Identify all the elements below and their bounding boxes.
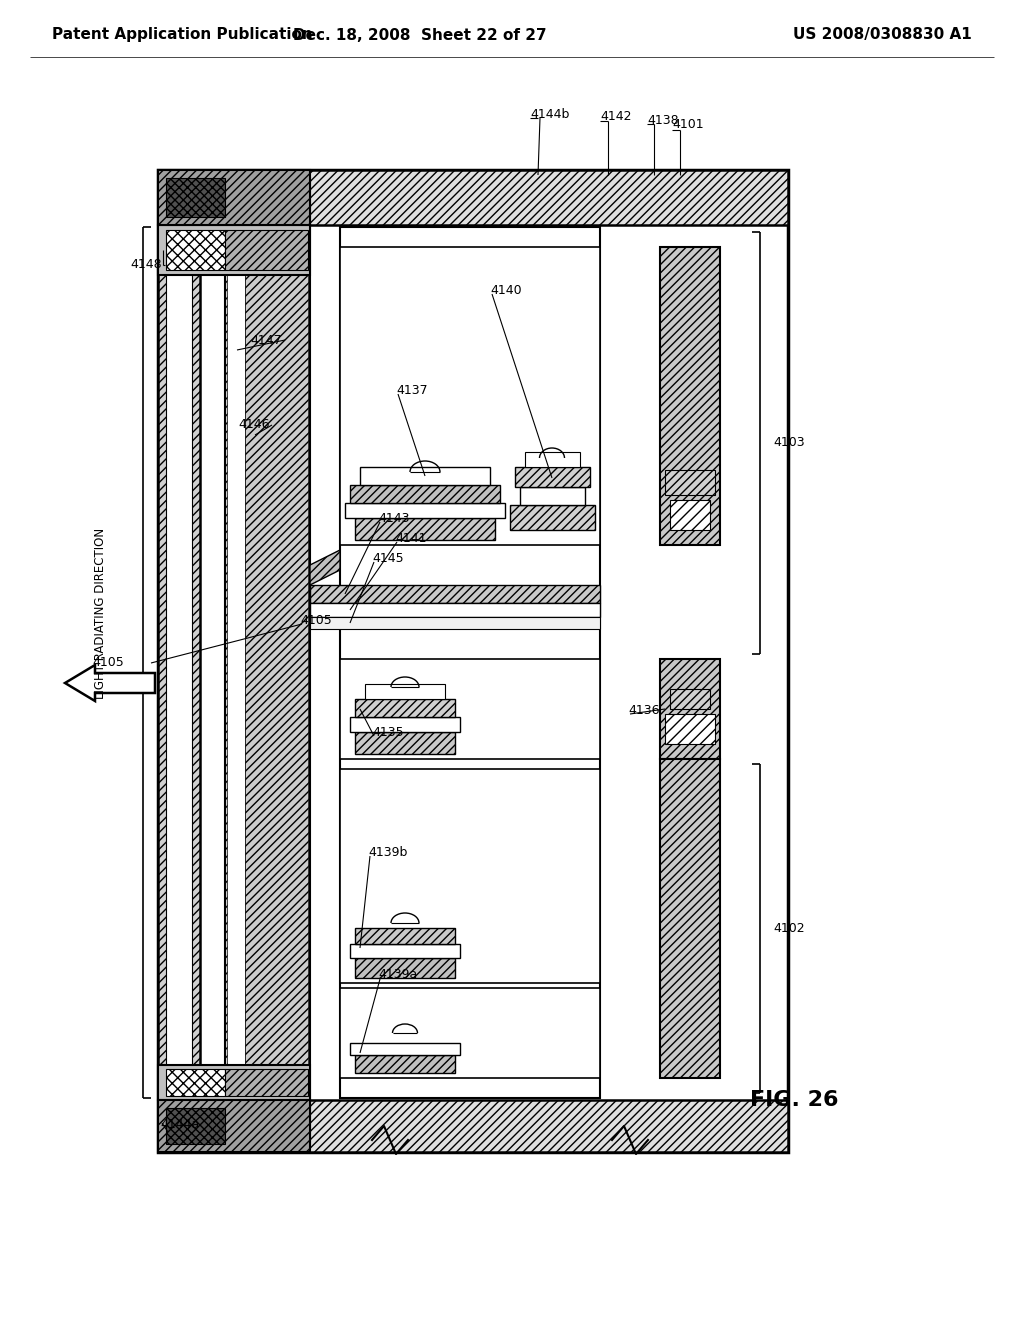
Text: 4138: 4138 [647, 114, 679, 127]
Text: 4139b: 4139b [368, 846, 408, 858]
Bar [166, 230, 225, 271]
Bar [225, 230, 308, 271]
Bar [158, 1100, 310, 1152]
Bar [166, 1069, 225, 1096]
Text: US 2008/0308830 A1: US 2008/0308830 A1 [794, 28, 972, 42]
Text: 4147: 4147 [251, 334, 282, 346]
Bar [355, 958, 455, 978]
Text: 4148: 4148 [130, 259, 162, 272]
Text: Dec. 18, 2008  Sheet 22 of 27: Dec. 18, 2008 Sheet 22 of 27 [293, 28, 547, 42]
Bar [525, 451, 580, 467]
Text: 4144b: 4144b [530, 107, 569, 120]
Bar [660, 759, 720, 1078]
Text: 4140: 4140 [490, 284, 521, 297]
Bar [360, 467, 490, 484]
Text: 4136: 4136 [628, 704, 659, 717]
Bar [245, 180, 308, 1142]
Bar [350, 484, 500, 503]
Bar [515, 467, 590, 487]
Bar [670, 500, 710, 531]
Bar [665, 470, 715, 495]
Bar [340, 770, 600, 983]
Bar [340, 987, 600, 1078]
Text: 4142: 4142 [600, 111, 632, 124]
Polygon shape [310, 550, 340, 585]
Bar [255, 1100, 788, 1152]
Bar [166, 1107, 225, 1144]
Bar [340, 659, 600, 759]
Text: 4139a: 4139a [378, 969, 417, 982]
Text: 4101: 4101 [672, 119, 703, 132]
Bar [166, 178, 225, 216]
Bar [227, 180, 245, 1142]
FancyArrow shape [65, 665, 155, 701]
Text: 4102: 4102 [773, 923, 805, 936]
Text: 4143: 4143 [378, 511, 410, 524]
Bar [350, 717, 460, 733]
Text: 4141: 4141 [395, 532, 427, 544]
Bar [310, 616, 600, 630]
Bar [310, 585, 600, 603]
Bar [255, 170, 788, 224]
Bar [355, 928, 455, 944]
Text: 4103: 4103 [773, 437, 805, 450]
Bar [660, 659, 720, 759]
Bar [158, 1065, 310, 1100]
Bar [310, 603, 600, 616]
Text: 4146: 4146 [239, 418, 270, 432]
Bar [355, 700, 455, 717]
Bar [670, 689, 710, 709]
Bar [158, 224, 310, 275]
Bar [340, 247, 600, 545]
Text: 4135: 4135 [372, 726, 403, 738]
Bar [365, 684, 445, 700]
Bar [350, 944, 460, 958]
Bar [355, 733, 455, 754]
Bar [166, 178, 193, 1144]
Bar [665, 714, 715, 744]
Bar [158, 170, 788, 1152]
Bar [225, 178, 310, 1144]
Bar [345, 503, 505, 517]
Text: 4105: 4105 [92, 656, 124, 669]
Text: LIGHT RADIATING DIRECTION: LIGHT RADIATING DIRECTION [93, 528, 106, 698]
Bar [340, 227, 600, 1098]
Bar [355, 1055, 455, 1073]
Bar [355, 517, 495, 540]
Text: Patent Application Publication: Patent Application Publication [52, 28, 312, 42]
Bar [520, 487, 585, 506]
Text: 4144a: 4144a [160, 1118, 200, 1131]
Text: FIG. 26: FIG. 26 [750, 1090, 839, 1110]
Bar [510, 506, 595, 531]
Bar [660, 247, 720, 545]
Bar [158, 170, 200, 1152]
Bar [158, 170, 310, 224]
Text: 4145: 4145 [372, 552, 403, 565]
Bar [225, 1069, 308, 1096]
Text: 4137: 4137 [396, 384, 428, 396]
Bar [350, 1043, 460, 1055]
Text: 4105: 4105 [300, 614, 332, 627]
